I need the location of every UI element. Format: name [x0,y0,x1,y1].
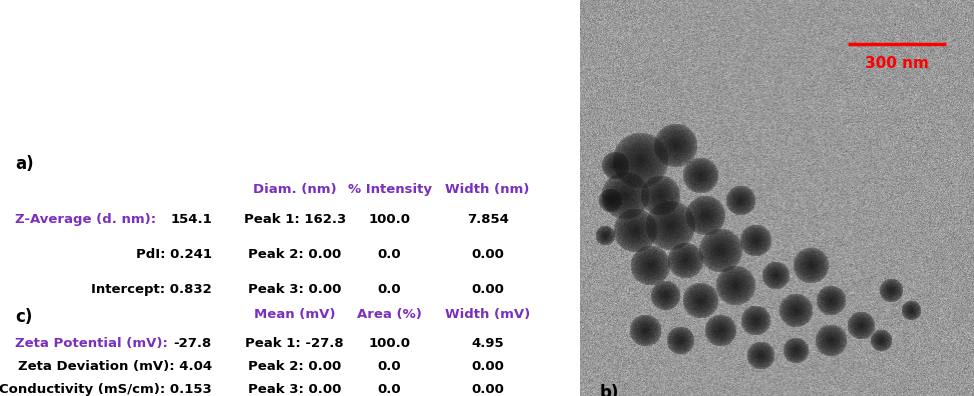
Text: b): b) [599,384,618,396]
Text: 4.95: 4.95 [471,337,504,350]
Text: 0.00: 0.00 [471,360,504,373]
Text: Width (nm): Width (nm) [445,183,530,196]
Text: Peak 1: 162.3: Peak 1: 162.3 [244,213,346,226]
Text: Peak 3: 0.00: Peak 3: 0.00 [248,283,342,296]
Text: Area (%): Area (%) [357,308,422,321]
Text: 7.854: 7.854 [467,213,508,226]
Text: c): c) [15,308,32,326]
Text: 154.1: 154.1 [170,213,211,226]
Text: 100.0: 100.0 [369,337,411,350]
Text: 0.00: 0.00 [471,283,504,296]
Text: Peak 2: 0.00: Peak 2: 0.00 [248,360,341,373]
Text: a): a) [15,155,34,173]
Text: Intercept: 0.832: Intercept: 0.832 [92,283,211,296]
Text: Z-Average (d. nm):: Z-Average (d. nm): [15,213,156,226]
Text: Diam. (nm): Diam. (nm) [253,183,337,196]
Text: Conductivity (mS/cm): 0.153: Conductivity (mS/cm): 0.153 [0,383,211,396]
Text: Peak 1: -27.8: Peak 1: -27.8 [245,337,344,350]
Text: 0.0: 0.0 [378,360,401,373]
Text: 300 nm: 300 nm [865,56,929,71]
Text: 0.00: 0.00 [471,383,504,396]
Text: Peak 3: 0.00: Peak 3: 0.00 [248,383,342,396]
Text: Width (mV): Width (mV) [445,308,530,321]
Text: 0.0: 0.0 [378,383,401,396]
Text: 100.0: 100.0 [369,213,411,226]
Text: Zeta Potential (mV):: Zeta Potential (mV): [15,337,168,350]
Text: 0.0: 0.0 [378,283,401,296]
Text: -27.8: -27.8 [173,337,211,350]
Text: 0.00: 0.00 [471,248,504,261]
Text: PdI: 0.241: PdI: 0.241 [135,248,211,261]
Text: Zeta Deviation (mV): 4.04: Zeta Deviation (mV): 4.04 [18,360,211,373]
Text: % Intensity: % Intensity [348,183,431,196]
Text: 0.0: 0.0 [378,248,401,261]
Text: Mean (mV): Mean (mV) [254,308,335,321]
Text: Peak 2: 0.00: Peak 2: 0.00 [248,248,341,261]
